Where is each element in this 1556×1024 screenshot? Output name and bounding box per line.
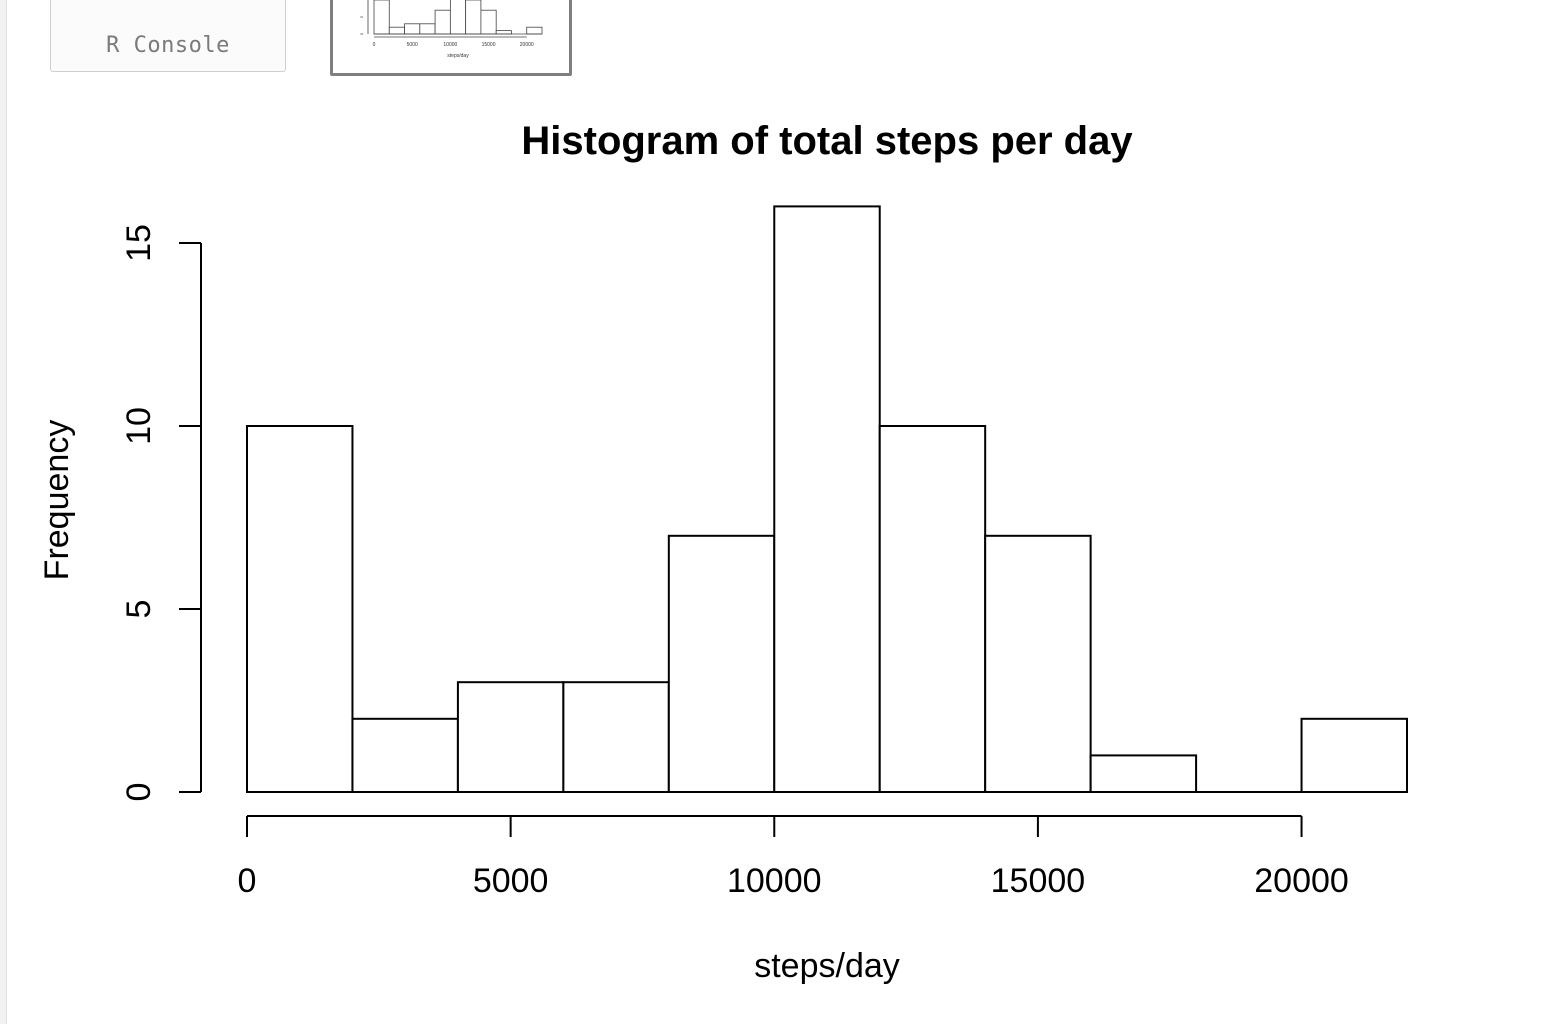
x-tick-label: 15000 — [991, 862, 1086, 900]
thumbnail-y-tick-label: 0 — [359, 32, 364, 35]
y-tick-label: 0 — [120, 783, 158, 802]
x-axis: 0 5000 10000 15000 20000 — [238, 815, 1349, 900]
x-tick-label: 5000 — [473, 862, 549, 900]
y-tick-label: 5 — [120, 600, 158, 619]
thumbnail-x-tick-label: 10000 — [443, 42, 457, 48]
x-tick-label: 10000 — [727, 862, 822, 900]
thumbnail-x-axis-label: steps/day — [447, 53, 469, 59]
x-tick-label: 20000 — [1254, 862, 1349, 900]
histogram-bar — [456, 681, 565, 794]
histogram-bar — [351, 717, 459, 793]
histogram-bar — [984, 534, 1092, 793]
plot-thumbnail[interactable]: 0 5000 10000 15000 20000 0 5 steps/day — [330, 0, 572, 76]
histogram-bar — [1300, 717, 1408, 793]
x-tick-label: 0 — [238, 862, 257, 900]
window-left-edge — [0, 0, 7, 1024]
thumbnail-x-tick-label: 5000 — [407, 42, 418, 48]
histogram-bar — [773, 205, 881, 793]
histogram-bars — [246, 205, 1408, 794]
thumbnail-x-tick-label: 15000 — [482, 42, 496, 48]
plot-thumbnail-svg: 0 5000 10000 15000 20000 0 5 steps/day — [359, 0, 543, 59]
y-tick-label: 10 — [120, 407, 158, 445]
y-tick-label: 15 — [120, 224, 158, 262]
histogram-bar — [667, 534, 776, 793]
r-console-tab-label: R Console — [106, 33, 230, 58]
y-axis: 0 5 10 15 — [120, 224, 202, 802]
y-axis-label: Frequency — [38, 420, 76, 581]
histogram-bar — [246, 425, 354, 793]
thumbnail-y-tick-label: 5 — [359, 15, 364, 18]
histogram-bar — [878, 425, 987, 793]
x-axis-label: steps/day — [754, 947, 900, 985]
histogram-bar — [562, 681, 670, 794]
r-console-tab[interactable]: R Console — [50, 0, 286, 72]
thumbnail-x-tick-label: 20000 — [520, 42, 534, 48]
histogram-bar — [1089, 754, 1198, 794]
chart-title: Histogram of total steps per day — [521, 119, 1133, 163]
thumbnail-x-tick-label: 0 — [373, 42, 376, 48]
